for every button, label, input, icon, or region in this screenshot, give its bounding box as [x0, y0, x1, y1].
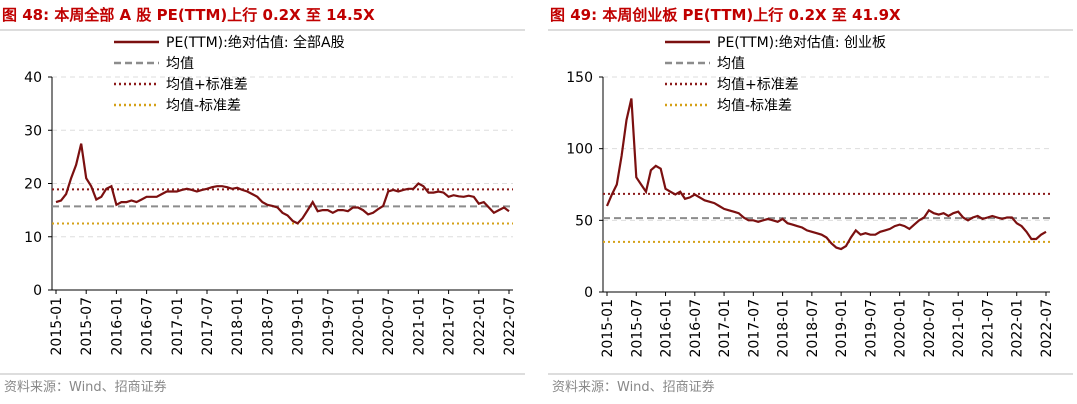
legend-label: 均值-标准差 — [166, 98, 241, 114]
x-tick-label: 2018-01 — [776, 299, 792, 358]
y-tick-label: 10 — [24, 230, 42, 246]
x-tick-label: 2022-01 — [1010, 299, 1026, 358]
x-tick-label: 2017-01 — [717, 299, 733, 358]
legend-label: 均值+标准差 — [166, 77, 248, 93]
legend-label: 均值 — [166, 56, 194, 72]
x-tick-label: 2022-07 — [1039, 299, 1055, 358]
x-tick-label: 2017-01 — [170, 297, 186, 356]
y-tick-label: 0 — [584, 285, 593, 301]
x-tick-label: 2019-01 — [291, 297, 307, 356]
chart-title: 图 49: 本周创业板 PE(TTM)上行 0.2X 至 41.9X — [550, 6, 901, 24]
x-tick-label: 2017-07 — [746, 299, 762, 358]
x-tick-label: 2018-07 — [260, 297, 276, 356]
chart: 图 49: 本周创业板 PE(TTM)上行 0.2X 至 41.9X 资料来源：W… — [548, 6, 1073, 395]
x-tick-label: 2019-01 — [834, 299, 850, 358]
y-tick-label: 150 — [566, 70, 593, 86]
legend-label: PE(TTM):绝对估值: 全部A股 — [166, 34, 345, 51]
x-tick-label: 2019-07 — [321, 297, 337, 356]
y-tick-label: 30 — [24, 123, 42, 139]
x-tick-label: 2017-07 — [200, 297, 216, 356]
source: 资料来源：Wind、招商证券 — [552, 379, 715, 395]
x-tick-label: 2020-07 — [922, 299, 938, 358]
x-tick-label: 2018-01 — [230, 297, 246, 356]
x-tick-label: 2020-07 — [381, 297, 397, 356]
x-tick-label: 2016-01 — [659, 299, 675, 358]
x-tick-label: 2015-01 — [49, 297, 65, 356]
legend-label: 均值 — [717, 56, 745, 72]
pe-line — [55, 143, 510, 225]
x-tick-label: 2016-07 — [688, 299, 704, 358]
x-tick-label: 2020-01 — [351, 297, 367, 356]
x-tick-label: 2021-07 — [980, 299, 996, 358]
x-tick-label: 2016-07 — [140, 297, 156, 356]
y-tick-label: 100 — [566, 142, 593, 158]
x-tick-label: 2019-07 — [863, 299, 879, 358]
legend-label: PE(TTM):绝对估值: 创业板 — [717, 35, 886, 51]
y-tick-label: 0 — [33, 283, 42, 299]
y-tick-label: 40 — [24, 70, 42, 86]
legend-label: 均值-标准差 — [717, 98, 792, 114]
x-tick-label: 2020-01 — [893, 299, 909, 358]
x-tick-label: 2022-07 — [502, 297, 518, 356]
x-tick-label: 2022-01 — [472, 297, 488, 356]
x-tick-label: 2015-01 — [600, 299, 616, 358]
source: 资料来源：Wind、招商证券 — [4, 379, 167, 395]
y-tick-label: 50 — [575, 213, 593, 229]
x-tick-label: 2018-07 — [805, 299, 821, 358]
x-tick-label: 2015-07 — [79, 297, 95, 356]
pe-line — [605, 98, 1047, 251]
x-tick-label: 2016-01 — [109, 297, 125, 356]
x-tick-label: 2021-07 — [442, 297, 458, 356]
x-tick-label: 2021-01 — [951, 299, 967, 358]
y-tick-label: 20 — [24, 177, 42, 193]
chart-title: 图 48: 本周全部 A 股 PE(TTM)上行 0.2X 至 14.5X — [2, 6, 375, 24]
chart: 图 48: 本周全部 A 股 PE(TTM)上行 0.2X 至 14.5X 资料来… — [0, 6, 525, 395]
legend-label: 均值+标准差 — [717, 77, 799, 93]
x-tick-label: 2021-01 — [411, 297, 427, 356]
x-tick-label: 2015-07 — [629, 299, 645, 358]
